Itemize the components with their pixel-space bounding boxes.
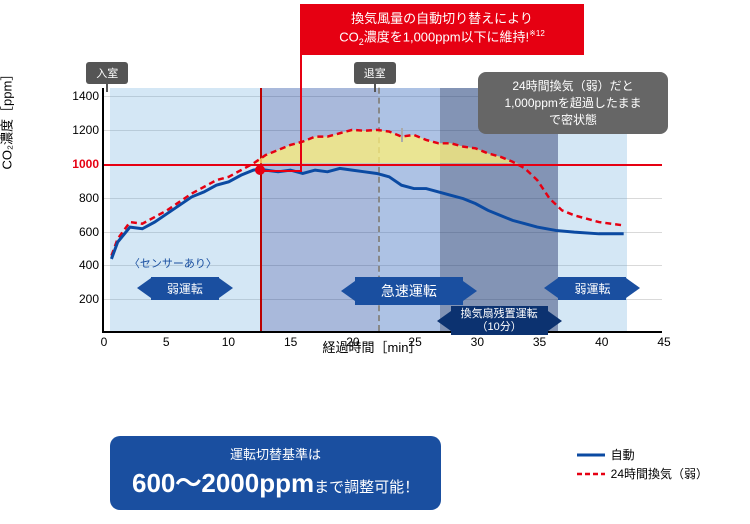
mode-band: 弱運転: [558, 277, 626, 300]
bottom-banner: 運転切替基準は 600～2000ppmまで調整可能！: [110, 436, 441, 510]
red-callout: 換気風量の自動切り替えにより CO2濃度を1,000ppm以下に維持!※12: [300, 4, 584, 55]
ytick: 200: [59, 292, 99, 306]
legend: 自動 24時間換気（弱）: [577, 444, 708, 484]
legend-swatch-auto: [577, 449, 605, 461]
banner-big: 600～2000ppm: [132, 468, 314, 498]
legend-swatch-weak: [577, 468, 605, 480]
red-callout-l1: 換気風量の自動切り替えにより: [351, 11, 533, 26]
y-axis-label: CO₂濃度［ppm］: [0, 68, 16, 170]
legend-auto: 自動: [611, 446, 635, 463]
banner-small: まで調整可能！: [314, 479, 419, 496]
ytick: 400: [59, 258, 99, 272]
co2-chart-container: 換気風量の自動切り替えにより CO2濃度を1,000ppm以下に維持!※12 2…: [0, 0, 750, 524]
ytick: 1200: [59, 123, 99, 137]
ytick: 800: [59, 191, 99, 205]
mode-band: 弱運転: [151, 277, 219, 300]
gray-callout: 24時間換気（弱）だと 1,000ppmを超過したまま で密状態: [478, 72, 668, 134]
legend-weak: 24時間換気（弱）: [611, 465, 708, 482]
x-axis-label: 経過時間［min］: [62, 337, 682, 356]
ytick: 600: [59, 225, 99, 239]
ytick: 1000: [59, 157, 99, 171]
mode-band: 換気扇残置運転（10分）: [451, 306, 548, 335]
banner-l1: 運転切替基準は: [132, 444, 419, 463]
mode-band: 急速運転: [355, 277, 463, 305]
